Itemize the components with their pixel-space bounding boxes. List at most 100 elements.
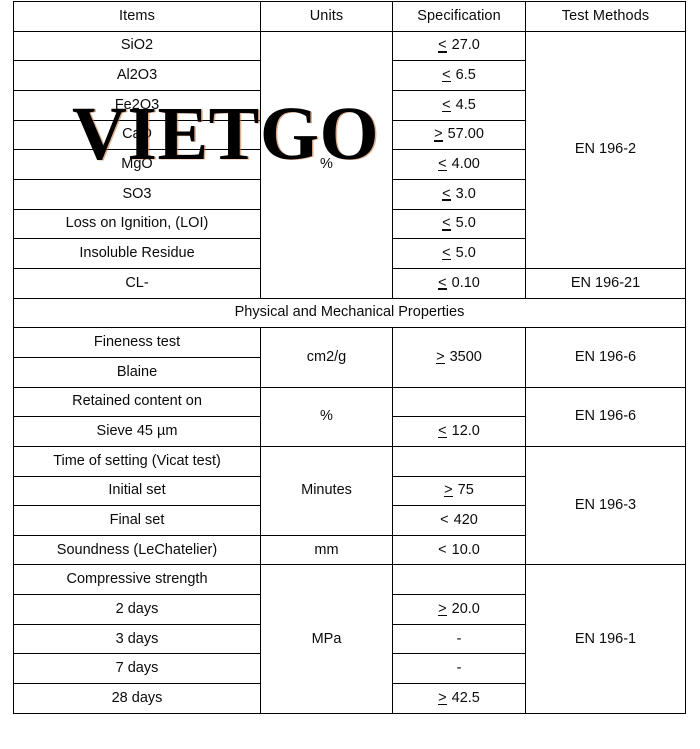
operator-icon: < — [442, 67, 452, 84]
table-row: 3 days - — [13, 623, 686, 655]
spec-value: 3500 — [449, 348, 482, 365]
item-so3: SO3 — [13, 178, 261, 210]
item-cao: CaO — [13, 119, 261, 151]
test-method-en-196-1: EN 196-1 — [525, 564, 686, 714]
item-retained-content: Retained content on — [13, 386, 261, 418]
table-row: 28 days > 42.5 — [13, 683, 686, 714]
spec-2-days: > 20.0 — [392, 594, 526, 625]
operator-icon: < — [438, 37, 448, 54]
operator-icon: < — [438, 541, 447, 558]
spec-value: 12.0 — [451, 422, 480, 439]
test-method-retained: EN 196-6 — [525, 386, 686, 447]
section-header-row: Physical and Mechanical Properties — [13, 297, 686, 329]
spec-value: 57.00 — [447, 126, 484, 143]
item-mgo: MgO — [13, 149, 261, 180]
item-sio2: SiO2 — [13, 30, 261, 62]
spec-value: 27.0 — [451, 37, 480, 54]
table-row: Compressive strength MPa EN 196-1 — [13, 564, 686, 714]
operator-icon: > — [444, 482, 454, 499]
spec-value: 42.5 — [451, 689, 480, 706]
item-fe2o3: Fe2O3 — [13, 89, 261, 121]
item-blaine: Blaine — [13, 356, 261, 388]
spec-sieve-45um: < 12.0 — [392, 416, 526, 447]
spec-value: 75 — [457, 482, 474, 499]
operator-icon: < — [442, 96, 452, 113]
item-loss-on-ignition: Loss on Ignition, (LOI) — [13, 208, 261, 240]
operator-icon: < — [438, 274, 448, 291]
spec-loss-on-ignition: < 5.0 — [392, 208, 526, 240]
spec-retained-content — [392, 386, 526, 418]
operator-icon: > — [438, 689, 448, 706]
spec-so3: < 3.0 — [392, 178, 526, 210]
spec-7-days: - — [392, 653, 526, 685]
table-row: SiO2 % < 27.0 EN 196-2 — [13, 30, 686, 299]
spec-fineness: > 3500 — [392, 327, 526, 388]
operator-icon: > — [434, 126, 444, 143]
section-header-physical-mechanical: Physical and Mechanical Properties — [13, 297, 686, 329]
test-method-fineness: EN 196-6 — [525, 327, 686, 388]
spec-cl: < 0.10 — [392, 267, 526, 299]
spec-value: 5.0 — [455, 244, 476, 261]
column-header-units: Units — [260, 1, 393, 32]
spec-value: 0.10 — [451, 274, 480, 291]
operator-icon: < — [438, 156, 448, 172]
operator-icon: < — [442, 215, 452, 232]
table-row: 2 days > 20.0 — [13, 594, 686, 625]
table-row: Retained content on % EN 196-6 — [13, 386, 686, 447]
spec-cao: > 57.00 — [392, 119, 526, 151]
spec-fe2o3: < 4.5 — [392, 89, 526, 121]
operator-icon: < — [442, 185, 452, 202]
test-method-en-196-2: EN 196-2 — [525, 30, 686, 269]
units-fineness: cm2/g — [260, 327, 393, 388]
column-header-test-methods: Test Methods — [525, 1, 686, 32]
item-3-days: 3 days — [13, 623, 261, 655]
item-initial-set: Initial set — [13, 475, 261, 507]
spec-value: 10.0 — [451, 541, 480, 558]
spec-3-days: - — [392, 623, 526, 655]
operator-icon: > — [436, 348, 446, 365]
operator-icon: < — [440, 511, 449, 528]
item-final-set: Final set — [13, 505, 261, 536]
operator-icon: < — [438, 422, 448, 439]
test-method-en-196-3: EN 196-3 — [525, 445, 686, 566]
table-row: Al2O3 < 6.5 — [13, 60, 686, 91]
spec-final-set: < 420 — [392, 505, 526, 536]
units-chemical: % — [260, 30, 393, 299]
units-strength: MPa — [260, 564, 393, 714]
spec-time-of-setting — [392, 445, 526, 477]
spec-value: 5.0 — [455, 215, 476, 232]
table-row: Sieve 45 µm < 12.0 — [13, 416, 686, 447]
spec-compressive-strength — [392, 564, 526, 596]
spec-initial-set: > 75 — [392, 475, 526, 507]
test-method-en-196-21: EN 196-21 — [525, 267, 686, 299]
units-soundness: mm — [260, 534, 393, 566]
table-row: Initial set > 75 — [13, 475, 686, 507]
item-cl: CL- — [13, 267, 261, 299]
item-soundness: Soundness (LeChatelier) — [13, 534, 261, 566]
spec-28-days: > 42.5 — [392, 683, 526, 714]
spec-value: 3.0 — [455, 185, 476, 202]
spec-soundness: < 10.0 — [392, 534, 526, 566]
spec-sio2: < 27.0 — [392, 30, 526, 62]
spec-insoluble-residue: < 5.0 — [392, 238, 526, 269]
table-row: SO3 < 3.0 — [13, 178, 686, 210]
item-insoluble-residue: Insoluble Residue — [13, 238, 261, 269]
table-row: Soundness (LeChatelier) mm < 10.0 — [13, 534, 686, 566]
spec-value: 4.5 — [455, 96, 476, 113]
table-row: Fineness test cm2/g > 3500 EN 196-6 — [13, 327, 686, 388]
spec-mgo: < 4.00 — [392, 149, 526, 180]
spec-value: 20.0 — [451, 600, 480, 617]
item-sieve-45um: Sieve 45 µm — [13, 416, 261, 447]
units-setting: Minutes — [260, 445, 393, 536]
item-2-days: 2 days — [13, 594, 261, 625]
column-header-specification: Specification — [392, 1, 526, 32]
table-row: CL- < 0.10 EN 196-21 — [13, 267, 686, 299]
cement-specification-table: Items Units Specification Test Methods S… — [13, 1, 686, 714]
table-header-row: Items Units Specification Test Methods — [13, 1, 686, 32]
operator-icon: > — [438, 600, 448, 617]
units-retained: % — [260, 386, 393, 447]
spec-al2o3: < 6.5 — [392, 60, 526, 91]
table-row: Time of setting (Vicat test) Minutes EN … — [13, 445, 686, 566]
spec-value: 4.00 — [451, 156, 480, 172]
